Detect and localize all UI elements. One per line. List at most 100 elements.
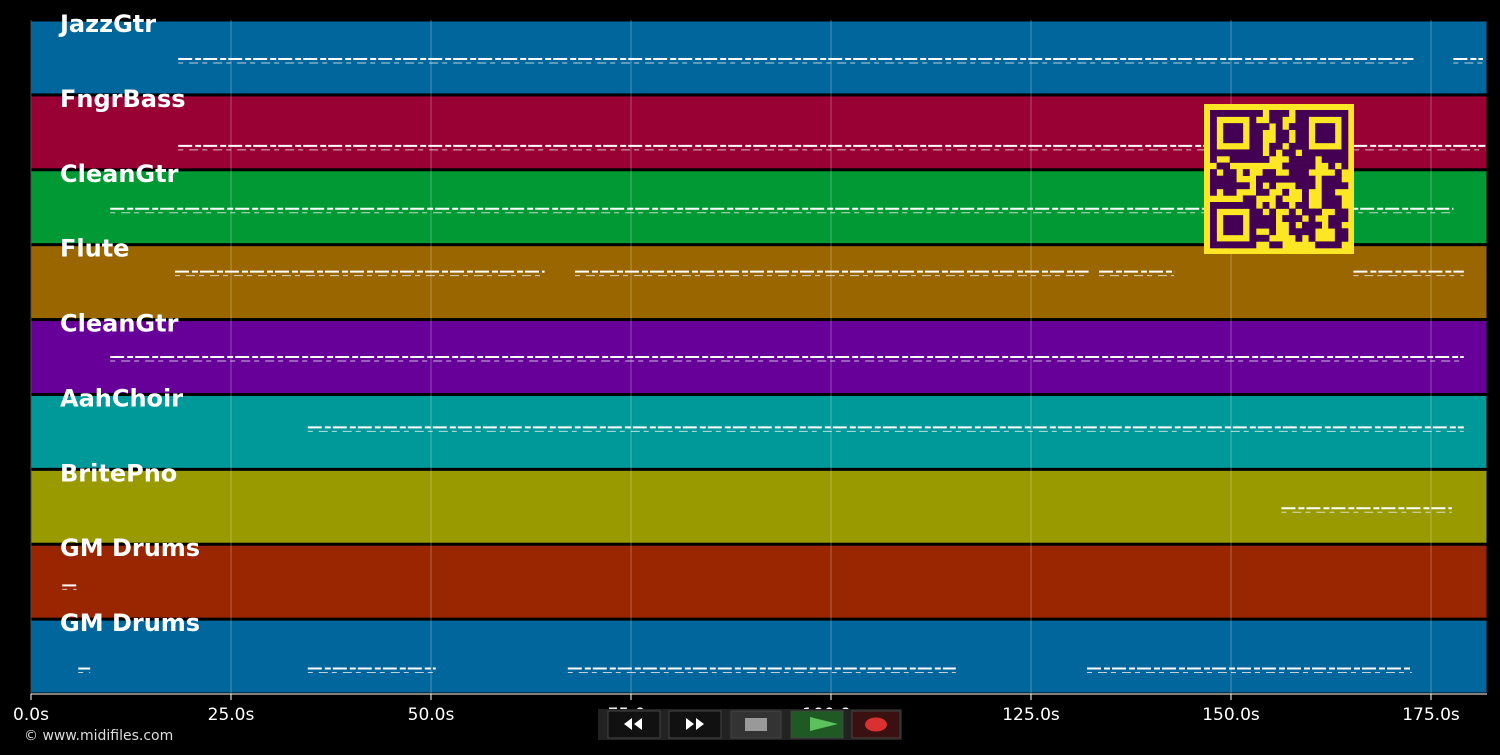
qr-cell [1256, 175, 1263, 183]
qr-cell [1210, 175, 1217, 183]
qr-cell [1315, 110, 1323, 117]
track-name: Flute [60, 235, 129, 263]
qr-cell [1210, 202, 1217, 209]
qr-cell [1295, 116, 1303, 124]
notes [62, 57, 1486, 674]
qr-cell [1229, 136, 1237, 144]
qr-cell [1275, 195, 1283, 203]
qr-cell [1210, 228, 1217, 236]
x-tick-label: 25.0s [208, 705, 255, 725]
qr-cell [1269, 142, 1277, 150]
note-span [1453, 57, 1483, 64]
qr-cell [1242, 202, 1250, 209]
qr-cell [1315, 123, 1323, 131]
record-icon [865, 717, 887, 732]
qr-cell [1295, 228, 1303, 236]
qr-cell [1216, 182, 1224, 190]
qr-cell [1256, 129, 1263, 137]
button[interactable] [851, 710, 901, 739]
record-button[interactable] [851, 710, 901, 739]
qr-cell [1321, 195, 1329, 203]
qr-cell [1302, 129, 1309, 137]
labels: JazzGtr FngrBass CleanGtr Flute CleanGtr AahC… [58, 10, 200, 637]
forward-button[interactable] [668, 710, 722, 739]
qr-cell [1249, 110, 1257, 117]
qr-cell [1328, 136, 1336, 144]
qr-cell [1302, 175, 1309, 183]
qr-cell [1229, 228, 1237, 236]
qr-cell [1262, 123, 1270, 131]
qr-cell [1242, 169, 1250, 177]
qr-cell [1249, 202, 1257, 209]
track-name: FngrBass [60, 85, 186, 113]
qr-cell [1249, 136, 1257, 144]
qr-cell [1321, 175, 1329, 183]
qr-cell [1288, 123, 1296, 131]
track-name: CleanGtr [60, 160, 179, 188]
qr-cell [1328, 241, 1336, 249]
qr-cell [1229, 188, 1237, 196]
qr-cell [1302, 136, 1309, 144]
qr-cell [1262, 188, 1270, 196]
qr-cell [1334, 169, 1342, 177]
qr-cell [1249, 195, 1257, 203]
qr-cell [1302, 182, 1309, 190]
qr-cell [1242, 182, 1250, 190]
qr-cell [1341, 123, 1349, 131]
qr-cell [1275, 175, 1283, 183]
track-name: GM Drums [60, 609, 200, 637]
qr-cell [1236, 129, 1244, 137]
qr-cell [1328, 123, 1336, 131]
note-span [110, 356, 1464, 362]
stop-button[interactable] [730, 710, 782, 739]
qr-cell [1328, 129, 1336, 137]
play-button[interactable] [790, 710, 844, 739]
qr-cell [1256, 149, 1263, 157]
qr-cell [1334, 182, 1342, 190]
qr-cell [1341, 208, 1349, 216]
qr-cell [1269, 215, 1277, 223]
qr-cell [1282, 149, 1290, 157]
qr-cell [1210, 188, 1217, 196]
qr-cell [1295, 123, 1303, 131]
qr-cell [1236, 241, 1244, 249]
qr-cell [1288, 149, 1296, 157]
qr-cell [1302, 228, 1309, 236]
button[interactable] [668, 710, 722, 739]
qr-cell [1334, 156, 1342, 163]
qr-cell [1302, 202, 1309, 209]
qr-cell [1223, 228, 1231, 236]
x-tick-label: 175.0s [1402, 705, 1460, 725]
qr-cell [1288, 156, 1296, 163]
qr-cell [1315, 149, 1323, 157]
qr-cell [1249, 241, 1257, 249]
qr-cell [1328, 188, 1336, 196]
qr-cell [1256, 136, 1263, 144]
qr-cell [1328, 162, 1336, 170]
qr-cell [1249, 208, 1257, 216]
button[interactable] [607, 710, 661, 739]
qr-cell [1328, 195, 1336, 203]
qr-cell [1256, 234, 1263, 242]
qr-cell [1315, 136, 1323, 144]
qr-cell [1223, 149, 1231, 157]
qr-cell [1249, 116, 1257, 124]
qr-cell [1229, 110, 1237, 117]
qr-cell [1334, 208, 1342, 216]
track-name: BritePno [60, 459, 177, 487]
x-tick-label: 125.0s [1002, 705, 1060, 725]
qr-cell [1229, 241, 1237, 249]
qr-cell [1282, 136, 1290, 144]
qr-cell [1302, 142, 1309, 150]
note-span [175, 270, 545, 277]
qr-cell [1236, 221, 1244, 229]
qr-cell [1341, 156, 1349, 163]
lane [30, 245, 1488, 320]
qr-cell [1288, 175, 1296, 183]
qr-cell [1262, 175, 1270, 183]
qr-cell [1223, 136, 1231, 144]
qr-cell [1308, 228, 1316, 236]
qr-cell [1302, 110, 1309, 117]
qr-cell [1256, 208, 1263, 216]
rewind-button[interactable] [607, 710, 661, 739]
